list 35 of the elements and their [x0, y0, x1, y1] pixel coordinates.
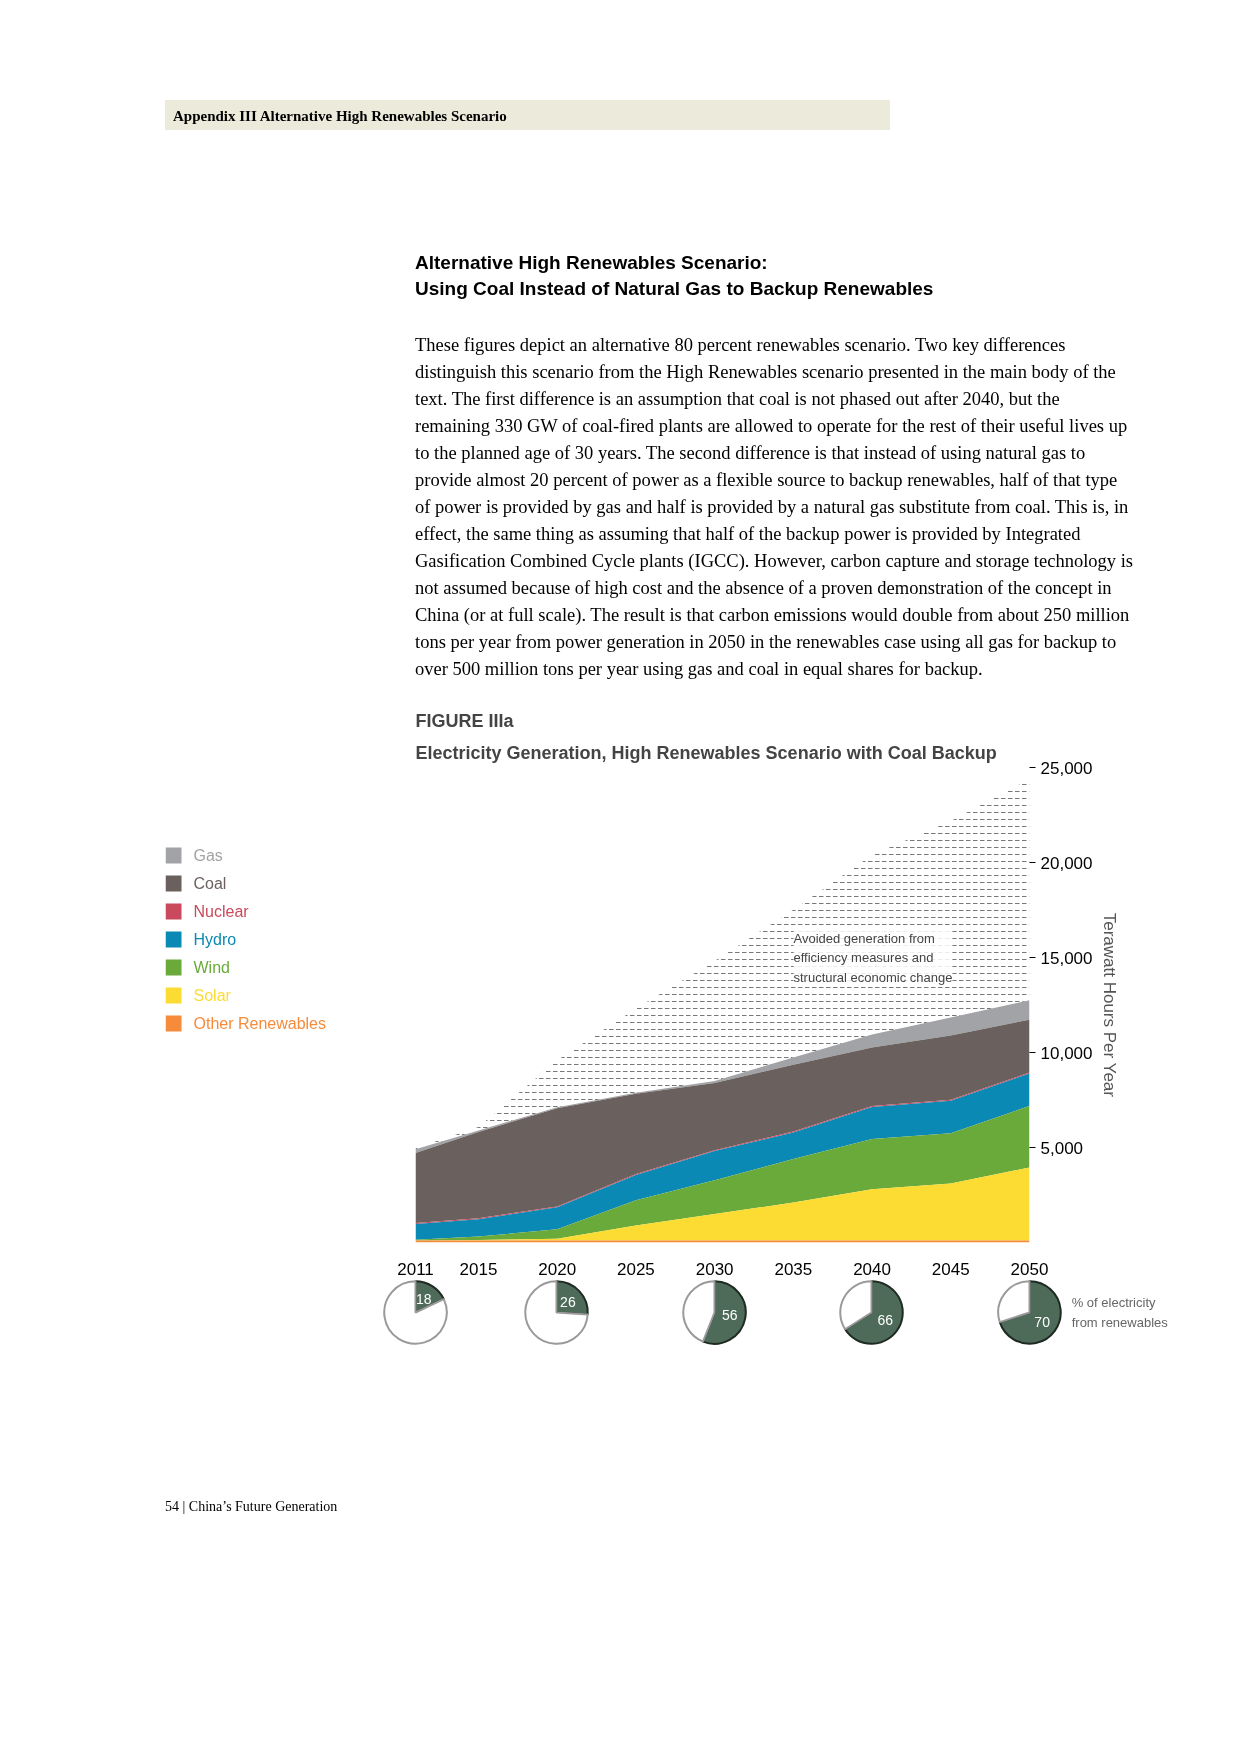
- y-tick-label: 5,000: [1040, 1138, 1084, 1158]
- y-tick-label: 20,000: [1040, 853, 1093, 873]
- legend-label: Coal: [193, 875, 227, 892]
- legend-label: Nuclear: [193, 903, 250, 920]
- x-tick-label: 2045: [931, 1259, 970, 1279]
- legend-label: Wind: [193, 959, 230, 976]
- data-label: 70: [1034, 1313, 1051, 1330]
- x-tick-label: 2030: [695, 1259, 734, 1279]
- annotation: Avoided generation from efficiency measures and structural economic change: [793, 930, 953, 985]
- text: These figures depict an alternative 80 percent renewables scenario. Two key differences distinguish this scenario from the High Renewables scenario presented in the main body of the text. The first difference is an assumption that coal is not phased out after 2040, but the remaining 330 GW of coal-fired plants are allowed to operate for the rest of their useful lives up to the planned age of 30 years. The second difference is that instead of using natural gas to provide almost 20 percent of power as a flexible source to backup renewables, half of that type of power is provided by gas and half is provided by a natural gas substitute from coal. This is, in effect, the same thing as assuming that half of the backup power is provided by Integrated Gasification Combined Cycle plants (IGCC). However, carbon capture and storage technology is not assumed because of high cost and the absence of a proven demonstration of the concept in China (or at full scale). The result is that carbon emissions would double from about 250 million tons per year from power generation in 2050 in the renewables case using all gas for backup to over 500 million tons per year using gas and coal in equal shares for backup.: [415, 335, 1133, 679]
- data-label: 56: [722, 1307, 738, 1324]
- y-tick-label: 10,000: [1040, 1043, 1093, 1063]
- y-tick-label: 25,000: [1040, 758, 1093, 778]
- legend-label: Gas: [193, 847, 223, 864]
- data-label: 26: [560, 1293, 576, 1310]
- text: % of electricity from renewables: [1071, 1295, 1169, 1330]
- x-tick-label: 2011: [397, 1259, 434, 1279]
- x-tick-label: 2020: [538, 1259, 577, 1279]
- data-label: 18: [416, 1291, 432, 1308]
- x-tick-label: 2050: [1010, 1259, 1049, 1279]
- legend-label: Hydro: [193, 931, 237, 948]
- x-tick-label: 2035: [774, 1259, 813, 1279]
- text: 54 | China’s Future Generation: [165, 1498, 338, 1516]
- legend-label: Solar: [193, 987, 232, 1004]
- y-tick-label: 15,000: [1040, 948, 1093, 968]
- x-tick-label: 2025: [617, 1259, 655, 1279]
- x-tick-label: 2040: [853, 1259, 891, 1279]
- legend-label: Other Renewables: [193, 1015, 327, 1032]
- chart-subtitle: Electricity Generation, High Renewables Scenario with Coal Backup: [415, 742, 997, 763]
- text: Alternative High Renewables Scenario: Using Coal Instead of Natural Gas to Backup Renewables: [415, 251, 934, 301]
- x-tick-label: 2015: [459, 1259, 498, 1279]
- text: Appendix III Alternative High Renewables Scenario: [173, 107, 507, 126]
- data-label: 66: [877, 1312, 894, 1329]
- y-axis-title: Terawatt Hours Per Year: [1100, 912, 1120, 1098]
- chart-title: FIGURE IIIa: [415, 710, 515, 731]
